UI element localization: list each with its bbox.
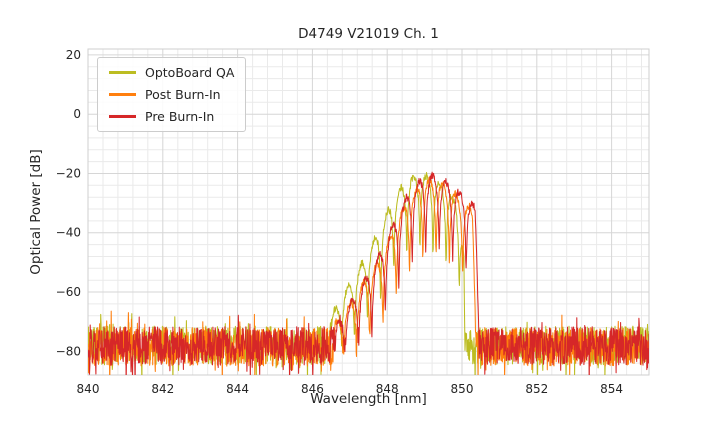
x-tick-label: 850 [451, 382, 474, 396]
legend-label: OptoBoard QA [145, 65, 235, 80]
series-line-pre-burn-in [88, 171, 649, 375]
x-tick-label: 854 [600, 382, 623, 396]
x-tick-label: 840 [77, 382, 100, 396]
legend-label: Post Burn-In [145, 87, 221, 102]
legend-line-swatch [109, 93, 136, 96]
x-tick-label: 852 [525, 382, 548, 396]
legend-item-post-burn-in: Post Burn-In [109, 87, 234, 102]
x-tick-label: 844 [226, 382, 249, 396]
x-tick-labels: 840 842 844 846 848 850 852 854 [77, 382, 624, 396]
y-tick-label: −60 [56, 285, 81, 299]
y-tick-label: 0 [73, 107, 81, 121]
y-tick-label: −40 [56, 226, 81, 240]
plot-border [87, 48, 650, 376]
legend: OptoBoard QA Post Burn-In Pre Burn-In [97, 57, 247, 132]
y-tick-label: −20 [56, 166, 81, 180]
y-tick-label: 20 [66, 48, 81, 62]
legend-line-swatch [109, 115, 136, 118]
legend-label: Pre Burn-In [145, 109, 215, 124]
x-tick-label: 846 [301, 382, 324, 396]
chart-title: D4749 V21019 Ch. 1 [298, 26, 439, 42]
x-tick-label: 842 [151, 382, 174, 396]
legend-line-swatch [109, 71, 136, 74]
legend-item-optoboard-qa: OptoBoard QA [109, 65, 234, 80]
x-tick-label: 848 [376, 382, 399, 396]
y-tick-labels: 20 0 −20 −40 −60 −80 [56, 48, 81, 358]
y-axis-label: Optical Power [dB] [28, 149, 44, 275]
legend-item-pre-burn-in: Pre Burn-In [109, 109, 234, 124]
series-lines [88, 171, 649, 375]
y-tick-label: −80 [56, 344, 81, 358]
x-axis-label: Wavelength [nm] [310, 391, 427, 407]
